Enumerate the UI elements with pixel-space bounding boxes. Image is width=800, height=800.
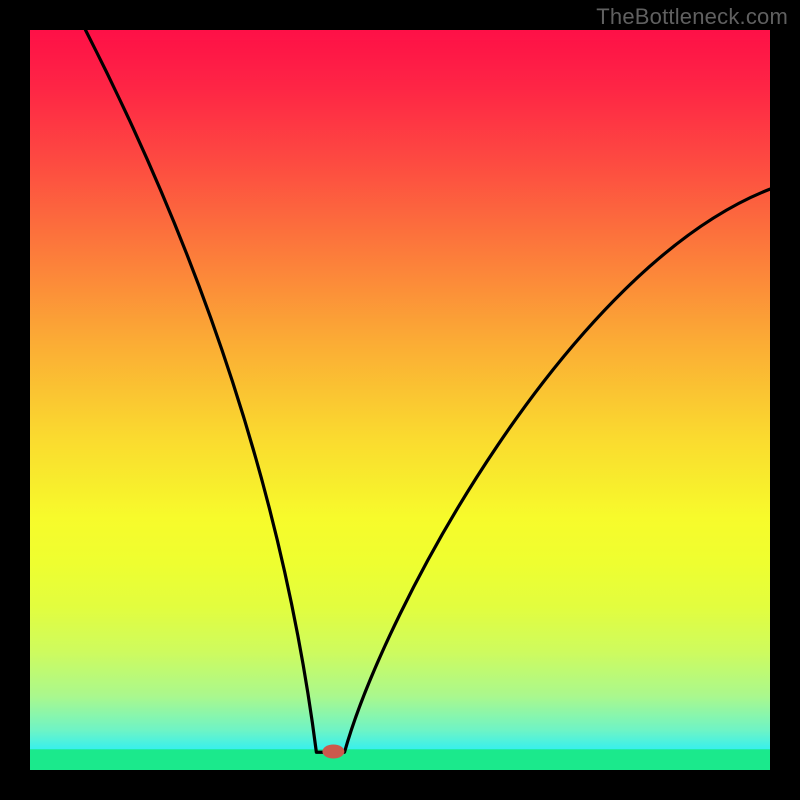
chart-green-band <box>30 749 770 770</box>
chart-container: TheBottleneck.com <box>0 0 800 800</box>
chart-svg <box>0 0 800 800</box>
chart-gradient-area <box>30 30 770 770</box>
watermark-text: TheBottleneck.com <box>596 4 788 30</box>
optimum-marker <box>322 745 344 759</box>
